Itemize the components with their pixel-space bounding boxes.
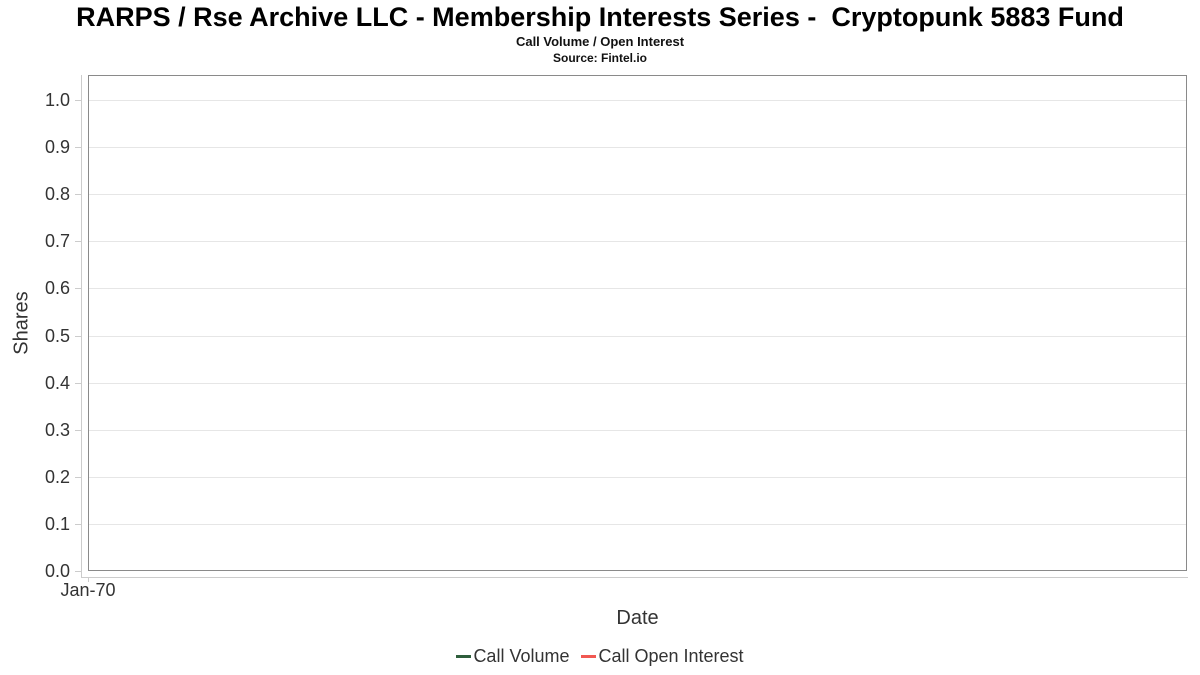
x-axis-line xyxy=(81,577,1188,578)
y-tick-label: 0.2 xyxy=(44,466,70,487)
legend-label-call-open-interest: Call Open Interest xyxy=(598,646,744,666)
x-tick-mark xyxy=(88,577,89,582)
y-tick-mark xyxy=(75,100,81,101)
gridline xyxy=(89,147,1186,149)
legend-item-call-volume[interactable]: Call Volume xyxy=(456,646,569,667)
y-tick-label: 0.4 xyxy=(44,372,70,393)
gridline xyxy=(89,429,1186,431)
gridline xyxy=(89,194,1186,196)
gridline xyxy=(89,382,1186,384)
gridline xyxy=(89,523,1186,525)
legend-item-call-open-interest[interactable]: Call Open Interest xyxy=(581,646,744,667)
plot-area xyxy=(88,75,1187,571)
y-tick-label: 0.0 xyxy=(44,561,70,581)
chart-title: RARPS / Rse Archive LLC - Membership Int… xyxy=(76,2,1124,32)
y-tick-mark xyxy=(75,476,81,478)
gridline xyxy=(89,241,1186,243)
y-tick-label: 1.0 xyxy=(44,90,70,110)
call-volume-line-swatch xyxy=(456,655,472,658)
y-tick-label: 0.5 xyxy=(44,325,70,346)
gridline xyxy=(89,288,1186,290)
y-tick-mark xyxy=(75,241,81,243)
call-open-interest-line-swatch xyxy=(581,655,597,658)
y-tick-mark xyxy=(75,288,81,290)
y-tick-mark xyxy=(75,382,81,384)
y-tick-label: 0.9 xyxy=(44,137,70,158)
y-tick-label: 0.7 xyxy=(44,231,70,252)
y-tick-label: 0.6 xyxy=(44,278,70,299)
y-tick-mark xyxy=(75,429,81,431)
y-tick-mark xyxy=(75,194,81,196)
gridline xyxy=(89,476,1186,478)
gridline xyxy=(89,100,1186,101)
y-tick-label: 0.8 xyxy=(44,184,70,205)
y-axis-line xyxy=(81,75,82,577)
x-tick-label: Jan-70 xyxy=(60,580,116,600)
legend: Call Volume Call Open Interest xyxy=(0,646,1200,667)
y-tick-mark xyxy=(75,147,81,149)
y-tick-label: 0.3 xyxy=(44,419,70,440)
legend-label-call-volume: Call Volume xyxy=(473,646,570,666)
y-tick-mark xyxy=(75,335,81,337)
x-axis-title: Date xyxy=(616,607,659,629)
chart-source-label: Source: Fintel.io xyxy=(552,51,647,65)
gridline xyxy=(89,335,1186,337)
chart-subtitle: Call Volume / Open Interest xyxy=(515,34,685,49)
y-tick-mark xyxy=(75,571,81,572)
y-tick-label: 0.1 xyxy=(44,513,70,534)
y-tick-mark xyxy=(75,523,81,525)
